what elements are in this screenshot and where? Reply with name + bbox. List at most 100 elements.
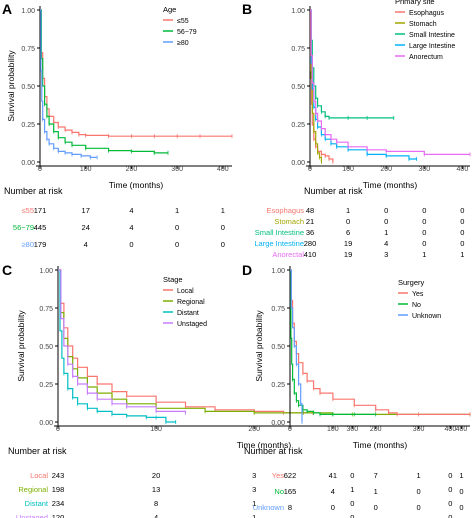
risk-count: 0 xyxy=(129,240,133,249)
y-tick-label: 0.25 xyxy=(291,122,305,129)
risk-count: 0 xyxy=(460,217,464,226)
risk-count: 4 xyxy=(84,240,88,249)
legend-item-label: Unstaged xyxy=(177,321,207,328)
risk-count: 0 xyxy=(374,503,378,512)
risk-row-label: Regional xyxy=(18,485,48,494)
risk-count: 0 xyxy=(422,206,426,215)
risk-count: 0 xyxy=(460,239,464,248)
risk-row-label: Small Intestine xyxy=(255,228,304,237)
y-tick-label: 0.50 xyxy=(39,344,53,351)
x-tick-label: 200 xyxy=(126,166,138,173)
risk-count: 3 xyxy=(252,471,256,480)
legend-title: Age xyxy=(163,5,176,14)
risk-count: 8 xyxy=(154,499,158,508)
risk-count: 0 xyxy=(448,499,452,508)
legend-item-label: Local xyxy=(177,288,194,295)
risk-count: 280 xyxy=(304,239,317,248)
y-axis-title: Survival probability xyxy=(16,310,26,382)
risk-count: 17 xyxy=(82,206,90,215)
risk-count: 1 xyxy=(175,206,179,215)
y-tick-label: 1.00 xyxy=(39,268,53,275)
risk-count: 6 xyxy=(346,228,350,237)
risk-count: 1 xyxy=(460,250,464,259)
x-tick-label: 300 xyxy=(171,166,183,173)
risk-count: 4 xyxy=(331,487,335,496)
curve--80 xyxy=(40,9,98,158)
risk-count: 3 xyxy=(384,250,388,259)
x-tick-label: 300 xyxy=(413,426,425,433)
risk-count: 0 xyxy=(384,206,388,215)
risk-row-label: No xyxy=(274,487,284,496)
x-axis-title: Time (months) xyxy=(353,440,408,450)
panel-label: A xyxy=(2,1,12,17)
risk-count: 24 xyxy=(82,223,90,232)
x-tick-label: 400 xyxy=(456,426,468,433)
risk-count: 0 xyxy=(346,217,350,226)
curve-small-intestine xyxy=(310,9,394,119)
risk-count: 4 xyxy=(384,239,388,248)
risk-count: 19 xyxy=(344,250,352,259)
risk-table-title: Number at risk xyxy=(304,186,363,196)
legend-item-label: Large Intestine xyxy=(409,43,455,50)
x-tick-label: 400 xyxy=(457,166,469,173)
risk-count: 120 xyxy=(52,513,65,518)
x-axis-title: Time (months) xyxy=(363,180,418,190)
risk-count: 0 xyxy=(416,487,420,496)
risk-count: 4 xyxy=(129,223,133,232)
curve-large-intestine xyxy=(310,9,417,160)
risk-count: 410 xyxy=(304,250,317,259)
risk-count: 179 xyxy=(34,240,47,249)
risk-count: 0 xyxy=(416,503,420,512)
risk-count: 0 xyxy=(175,223,179,232)
curve-unknown xyxy=(290,269,303,422)
y-tick-label: 0.50 xyxy=(21,84,35,91)
legend-item-label: ≤55 xyxy=(177,18,189,25)
y-tick-label: 0.75 xyxy=(21,46,35,53)
risk-count: 171 xyxy=(34,206,47,215)
risk-count: 243 xyxy=(52,471,65,480)
y-tick-label: 1.00 xyxy=(21,8,35,15)
legend-item-label: ≥80 xyxy=(177,40,189,47)
risk-count: 36 xyxy=(306,228,314,237)
y-tick-label: 0.00 xyxy=(291,160,305,167)
risk-row-label: ≤55 xyxy=(22,206,34,215)
legend-item-label: Esophagus xyxy=(409,10,445,17)
risk-row-label: Stomach xyxy=(274,217,304,226)
risk-row-label: Anorectal xyxy=(272,250,304,259)
risk-count: 234 xyxy=(52,499,65,508)
panel-label: B xyxy=(242,1,252,17)
curve-56-79 xyxy=(40,9,168,154)
risk-table-title: Number at risk xyxy=(8,446,67,456)
legend-title: Primary site xyxy=(395,0,435,6)
risk-count: 3 xyxy=(252,485,256,494)
x-tick-label: 100 xyxy=(342,166,354,173)
y-tick-label: 1.00 xyxy=(291,8,305,15)
y-tick-label: 0.00 xyxy=(21,160,35,167)
risk-count: 1 xyxy=(374,487,378,496)
risk-count: 0 xyxy=(460,228,464,237)
risk-count: 1 xyxy=(416,471,420,480)
legend-item-label: Distant xyxy=(177,310,199,317)
y-tick-label: 0.75 xyxy=(291,46,305,53)
risk-count: 0 xyxy=(422,217,426,226)
risk-count: 0 xyxy=(460,206,464,215)
risk-count: 41 xyxy=(329,471,337,480)
risk-row-label: Unstaged xyxy=(16,513,48,518)
risk-count: 0 xyxy=(459,503,463,512)
risk-count: 165 xyxy=(284,487,297,496)
panel-label: C xyxy=(2,262,12,278)
y-tick-label: 0.25 xyxy=(271,382,285,389)
risk-row-label: ≥80 xyxy=(22,240,34,249)
y-tick-label: 0.75 xyxy=(271,306,285,313)
risk-count: 0 xyxy=(350,513,354,518)
risk-count: 0 xyxy=(422,239,426,248)
risk-count: 48 xyxy=(306,206,314,215)
x-tick-label: 400 xyxy=(217,166,229,173)
x-tick-label: 0 xyxy=(38,166,42,173)
risk-count: 0 xyxy=(448,513,452,518)
legend-item-label: Unknown xyxy=(412,313,441,320)
risk-count: 1 xyxy=(350,485,354,494)
x-axis-title: Time (months) xyxy=(237,440,292,450)
legend-item-label: Yes xyxy=(412,291,424,298)
